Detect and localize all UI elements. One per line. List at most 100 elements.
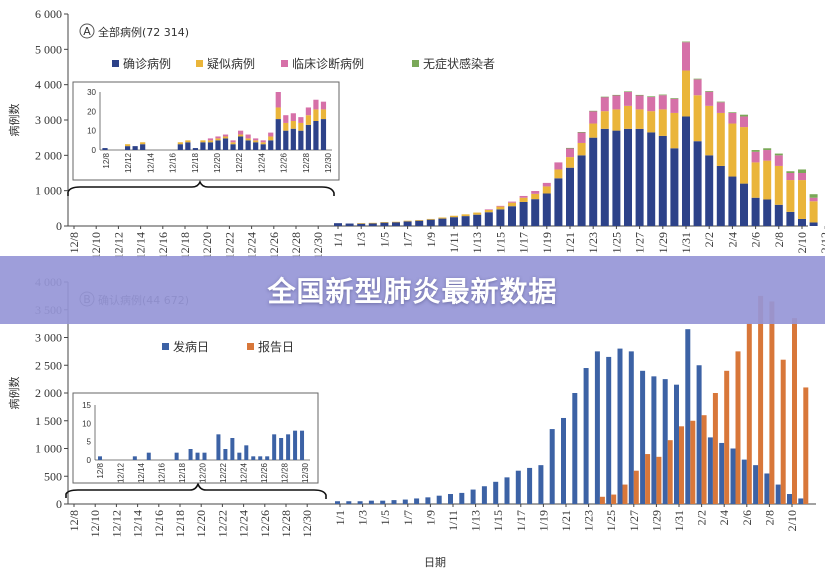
- december-brace: [65, 481, 327, 499]
- inset-bar-clinical: [275, 92, 281, 108]
- bar-clinical: [577, 132, 586, 143]
- bar-report: [679, 426, 684, 504]
- inset-bar-confirmed: [215, 140, 221, 150]
- x-tick-label: 2/4: [717, 510, 731, 525]
- inset-x-tick-label: 12/20: [213, 152, 222, 173]
- x-tick-label: 12/18: [178, 232, 192, 259]
- inset-frame: [72, 392, 319, 484]
- bar-confirmed: [693, 141, 702, 226]
- panel-label: A: [83, 25, 91, 38]
- bar-onset: [481, 486, 487, 504]
- inset-y-tick-label: 0: [92, 146, 97, 155]
- inset-bar-confirmed: [185, 142, 191, 150]
- bar-report: [746, 323, 752, 504]
- inset-bar-clinical: [283, 115, 289, 123]
- x-tick-label: 2/2: [702, 232, 716, 247]
- bar-suspected: [763, 160, 772, 200]
- bar-confirmed: [786, 211, 795, 226]
- bar-confirmed: [751, 197, 760, 226]
- bar-suspected: [461, 214, 470, 217]
- bar-report: [724, 370, 730, 504]
- bar-onset: [527, 467, 533, 504]
- inset-bar-confirmed: [260, 144, 266, 150]
- inset-x-tick-label: 12/16: [169, 152, 178, 173]
- x-tick-label: 12/26: [258, 510, 272, 537]
- bar-onset: [459, 492, 465, 504]
- inset-x-tick-label: 12/20: [199, 462, 208, 483]
- bar-onset: [730, 448, 736, 504]
- inset-bar-suspected: [230, 142, 236, 145]
- inset-bar-onset: [174, 452, 179, 460]
- x-tick-label: 12/30: [311, 232, 325, 259]
- bar-confirmed: [334, 223, 342, 226]
- inset-bar-confirmed: [298, 130, 304, 150]
- bar-clinical: [751, 151, 760, 163]
- x-tick-label: 12/20: [194, 510, 208, 537]
- inset-bar-suspected: [177, 142, 183, 145]
- bar-onset: [787, 494, 792, 504]
- inset-x-tick-label: 12/28: [281, 462, 290, 483]
- inset-bar-suspected: [222, 136, 229, 139]
- bar-clinical: [542, 182, 551, 187]
- inset-x-tick-label: 12/30: [324, 152, 333, 173]
- y-tick-label: 0: [56, 497, 62, 511]
- bar-suspected: [554, 169, 563, 179]
- inset-bar-onset: [230, 438, 235, 460]
- bar-onset: [741, 459, 747, 504]
- x-tick-label: 12/12: [109, 510, 123, 537]
- y-axis-label: 病例数: [7, 377, 21, 410]
- legend-entry: 临床诊断病例: [292, 56, 364, 71]
- y-tick-label: 2 500: [35, 358, 62, 372]
- legend-swatch: [162, 343, 169, 350]
- bar-confirmed: [345, 223, 354, 226]
- bar-report: [599, 496, 605, 504]
- bar-suspected: [728, 123, 737, 177]
- panel-title: 全部病例(72 314): [98, 25, 189, 39]
- inset-bar-suspected: [245, 138, 251, 141]
- x-tick-label: 12/16: [152, 510, 166, 537]
- bar-asymptomatic: [728, 112, 737, 113]
- inset-bar-onset: [272, 434, 277, 460]
- bar-report: [633, 470, 639, 504]
- x-tick-label: 2/10: [795, 232, 809, 253]
- inset-bar-suspected: [298, 122, 304, 131]
- bar-clinical: [693, 79, 702, 96]
- inset-y-tick-label: 10: [82, 419, 91, 428]
- bar-onset: [594, 351, 600, 504]
- bar-confirmed: [484, 212, 493, 226]
- inset-x-tick-label: 12/18: [178, 462, 187, 483]
- bar-onset: [685, 329, 691, 504]
- inset-bar-clinical: [253, 138, 259, 141]
- banner-title: 全国新型肺炎最新数据: [267, 275, 558, 308]
- bar-onset: [436, 495, 442, 504]
- inset-bar-clinical: [305, 107, 311, 116]
- bar-clinical: [658, 95, 667, 110]
- bar-report: [690, 420, 696, 504]
- bar-confirmed: [519, 201, 528, 226]
- bar-confirmed: [798, 218, 806, 226]
- inset-bar-suspected: [125, 144, 131, 147]
- x-tick-label: 1/17: [514, 510, 528, 531]
- bar-confirmed: [426, 219, 435, 226]
- bar-onset: [583, 368, 589, 504]
- x-tick-label: 2/6: [749, 232, 763, 247]
- bar-clinical: [508, 201, 516, 203]
- bar-suspected: [450, 215, 458, 218]
- bar-asymptomatic: [682, 41, 690, 43]
- bar-suspected: [682, 70, 690, 117]
- bar-report: [656, 456, 662, 504]
- bar-confirmed: [624, 128, 632, 226]
- y-tick-label: 3 000: [35, 331, 62, 345]
- y-tick-label: 6 000: [35, 7, 62, 21]
- bar-suspected: [751, 162, 760, 198]
- bar-clinical: [786, 173, 795, 181]
- bar-confirmed: [496, 209, 505, 226]
- x-tick-label: 1/9: [423, 510, 437, 525]
- inset-y-tick-label: 5: [87, 438, 92, 447]
- x-tick-label: 1/29: [656, 232, 670, 253]
- bar-onset: [719, 442, 725, 504]
- x-tick-label: 12/28: [289, 232, 303, 259]
- inset-bar-confirmed: [238, 136, 244, 150]
- bar-asymptomatic: [809, 194, 818, 198]
- inset-bar-suspected: [313, 109, 319, 121]
